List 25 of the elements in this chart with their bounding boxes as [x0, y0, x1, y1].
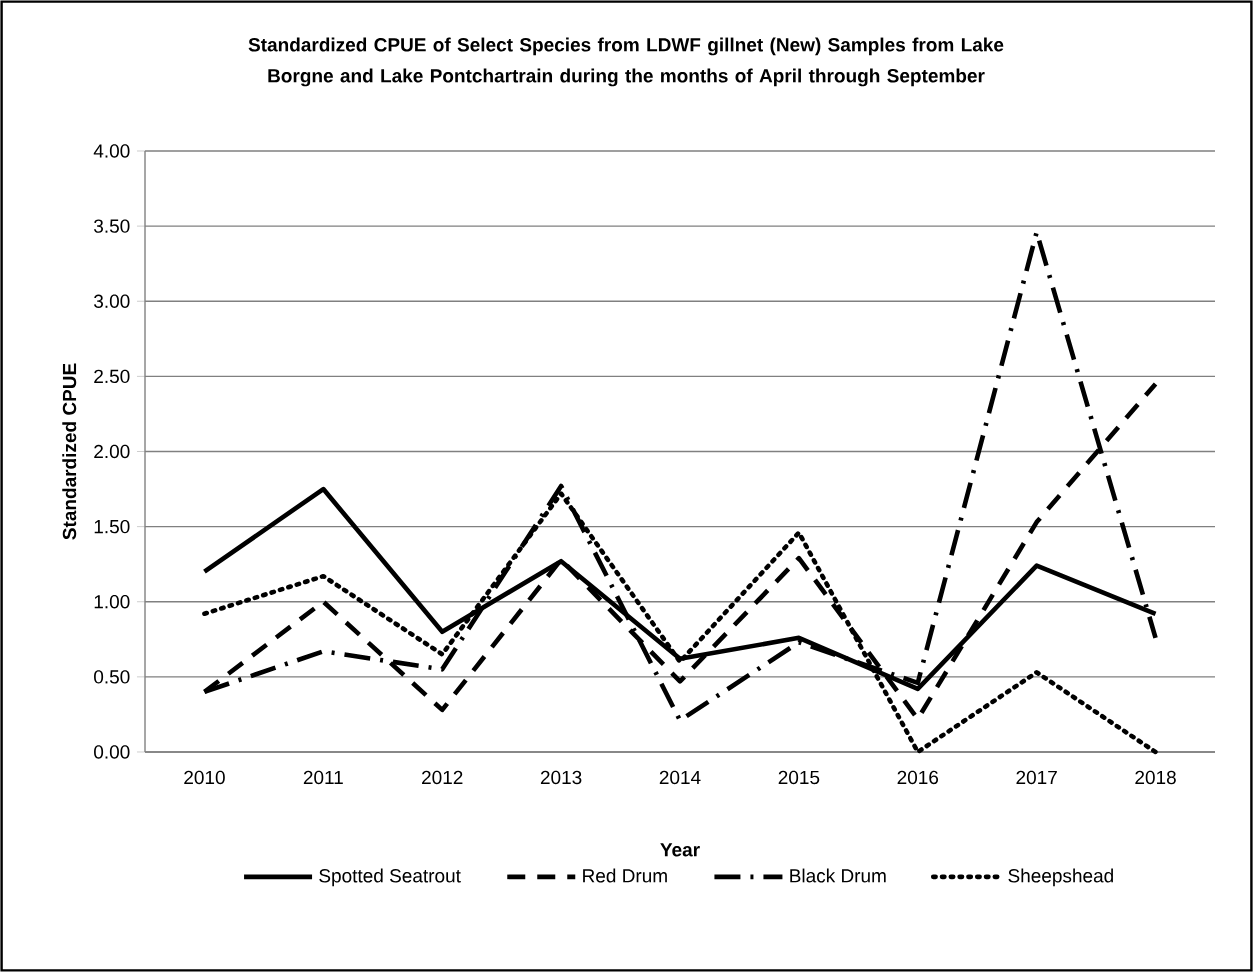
y-tick-label: 3.00 [94, 294, 130, 308]
x-axis-title: Year [660, 843, 700, 857]
y-tick-label: 4.00 [93, 144, 130, 158]
x-tick-label: 2017 [1016, 770, 1057, 785]
x-tick-label: 2012 [422, 770, 463, 785]
y-tick-label: 0.00 [94, 745, 130, 759]
legend-label: Sheepshead [1008, 868, 1113, 887]
chart-title: Standardized CPUE of Select Species from LDWF gillnet (New) Samples from Lake Borgne and Lake Pontchartrain during the months of April through September [248, 37, 1004, 87]
x-tick-label: 2010 [184, 770, 225, 785]
y-tick-label: 1.50 [94, 519, 130, 534]
legend-label: Black Drum [790, 868, 886, 883]
y-tick-label: 3.50 [94, 219, 130, 233]
y-axis-title: Standardized CPUE [62, 363, 77, 540]
x-tick-label: 2014 [659, 770, 701, 785]
x-tick-label: 2018 [1135, 770, 1176, 785]
x-tick-label: 2015 [778, 770, 820, 785]
y-tick-label: 2.50 [94, 369, 130, 384]
legend-label: Red Drum [583, 868, 667, 883]
x-tick-label: 2013 [540, 770, 582, 785]
y-tick-label: 0.50 [94, 670, 130, 684]
y-tick-label: 1.00 [94, 595, 130, 609]
x-tick-label: 2011 [303, 770, 343, 785]
y-tick-label: 2.00 [94, 444, 130, 459]
legend-label: Spotted Seatrout [319, 868, 461, 887]
x-tick-label: 2016 [897, 770, 939, 785]
